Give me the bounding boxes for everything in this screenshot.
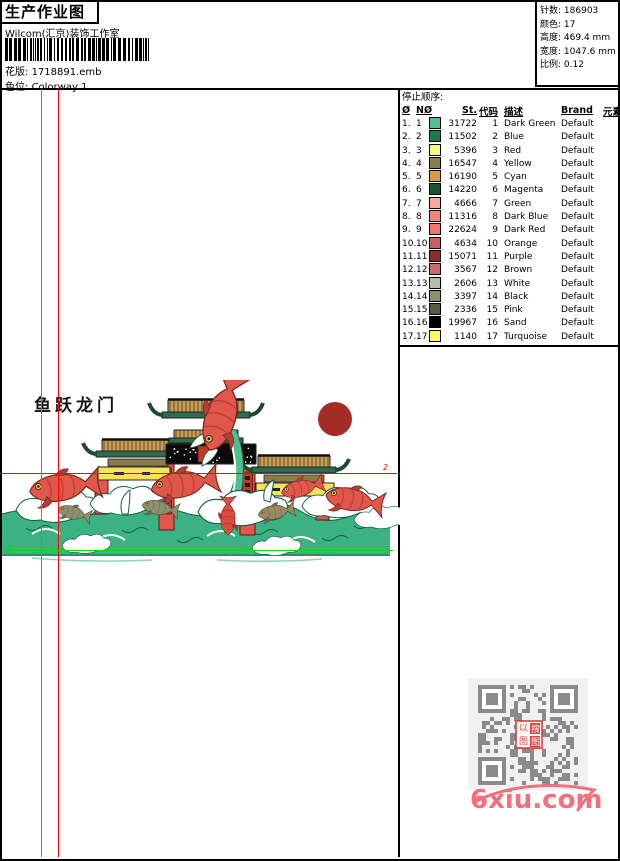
thread-swatch <box>429 276 441 289</box>
col-header-code: 代码 <box>478 106 498 118</box>
guide-line-horizontal-red <box>2 473 397 474</box>
page-title-text: 生产作业图 <box>5 3 86 21</box>
thread-swatch <box>429 263 441 276</box>
color-row: 1. 1 31722 1 Dark Green Default <box>402 116 594 129</box>
pattern-file: 花版: 1718891.emb <box>5 63 102 78</box>
col-header-brand: Brand <box>561 105 593 117</box>
stop-sequence-table: 停止顺序: Ø NØ St. 代码 描述 Brand 元素 1.1317221D… <box>400 90 618 348</box>
company-name: Wilcom(汇京)装饰工作室 <box>5 29 120 40</box>
thread-swatch <box>429 196 441 209</box>
color-row: 3. 3 5396 3 Red Default <box>402 143 594 156</box>
color-row: 6. 6 14220 6 Magenta Default <box>402 183 594 196</box>
color-row: 17. 17 1140 17 Turquoise Default <box>402 329 594 342</box>
thread-swatch <box>429 183 441 196</box>
color-row: 14. 14 3397 14 Black Default <box>402 289 594 302</box>
thread-swatch <box>429 303 441 316</box>
svg-text:图: 图 <box>531 737 540 748</box>
color-row: 8. 8 11316 8 Dark Blue Default <box>402 210 594 223</box>
colorway-value: Colorway 1 <box>31 82 88 93</box>
watermark-swoosh <box>472 784 598 812</box>
guide-end-marker: 2 <box>383 463 389 472</box>
foam-splashes <box>15 479 400 556</box>
pattern-file-label: 花版: <box>5 67 29 78</box>
svg-text:以: 以 <box>519 724 528 734</box>
thread-swatch <box>429 210 441 223</box>
thread-swatch <box>429 116 441 129</box>
col-header-element: 元素 <box>603 106 618 118</box>
color-row: 9. 9 22624 9 Dark Red Default <box>402 223 594 236</box>
col-header-stitches: St. <box>462 105 477 117</box>
color-row: 10. 10 4634 10 Orange Default <box>402 236 594 249</box>
thread-swatch <box>429 289 441 302</box>
barcode <box>5 38 149 61</box>
color-row: 5. 5 16190 5 Cyan Default <box>402 170 594 183</box>
design-info-panel: 针数: 186903 颜色: 17 高度: 469.4 mm 宽度: 1047.… <box>535 2 618 87</box>
thread-swatch <box>429 329 441 342</box>
info-row-height: 高度: 469.4 mm <box>540 33 611 44</box>
svg-text:图: 图 <box>519 736 528 747</box>
page-title: 生产作业图 <box>2 2 99 24</box>
water-wisps <box>31 557 323 563</box>
thread-swatch <box>429 236 441 249</box>
design-preview: 鱼跃龙门 <box>2 380 400 563</box>
thread-swatch <box>429 316 441 329</box>
color-row: 2. 2 11502 2 Blue Default <box>402 130 594 143</box>
watermark-site: 6xiu.com <box>470 785 603 815</box>
thread-swatch <box>429 156 441 169</box>
svg-text:搜: 搜 <box>531 723 540 735</box>
table-header-row: Ø NØ St. 代码 描述 Brand 元素 <box>402 104 618 118</box>
thread-swatch <box>429 249 441 262</box>
color-row: 13. 13 2606 13 White Default <box>402 276 594 289</box>
guide-line-horizontal-green <box>3 550 393 551</box>
design-caption: 鱼跃龙门 <box>34 395 118 416</box>
color-row: 7. 7 4666 7 Green Default <box>402 196 594 209</box>
thread-swatch <box>429 223 441 236</box>
sun <box>318 402 352 436</box>
pattern-file-value: 1718891.emb <box>31 67 102 78</box>
stop-sequence-panel: 停止顺序: Ø NØ St. 代码 描述 Brand 元素 1.1317221D… <box>398 90 618 857</box>
color-row: 12. 12 3567 12 Brown Default <box>402 263 594 276</box>
guide-tick-green <box>10 543 11 553</box>
col-header-number: NØ <box>416 105 433 117</box>
col-header-description: 描述 <box>504 106 524 118</box>
color-row: 11. 11 15071 11 Purple Default <box>402 249 594 262</box>
thread-swatch <box>429 170 441 183</box>
header-divider <box>2 88 618 90</box>
info-row-scale: 比例: 0.12 <box>540 60 584 71</box>
stop-sequence-title: 停止顺序: <box>402 92 444 103</box>
color-rows: 1. 1 31722 1 Dark Green Default 2. 2 11502 2 Blue D… <box>402 116 618 343</box>
info-row-stitches: 针数: 186903 <box>540 6 599 16</box>
info-row-width: 宽度: 1047.6 mm <box>540 46 616 57</box>
color-row: 4. 4 16547 4 Yellow Default <box>402 156 594 169</box>
col-header-index: Ø <box>402 105 411 117</box>
thread-swatch <box>429 130 441 143</box>
info-row-colors: 颜色: 17 <box>540 19 576 30</box>
color-row: 16. 16 19967 16 Sand Default <box>402 316 594 329</box>
color-row: 15. 15 2336 15 Pink Default <box>402 303 594 316</box>
colorway-label: 色位: <box>5 82 29 93</box>
thread-swatch <box>429 143 441 156</box>
colorway: 色位: Colorway 1 <box>5 78 87 93</box>
